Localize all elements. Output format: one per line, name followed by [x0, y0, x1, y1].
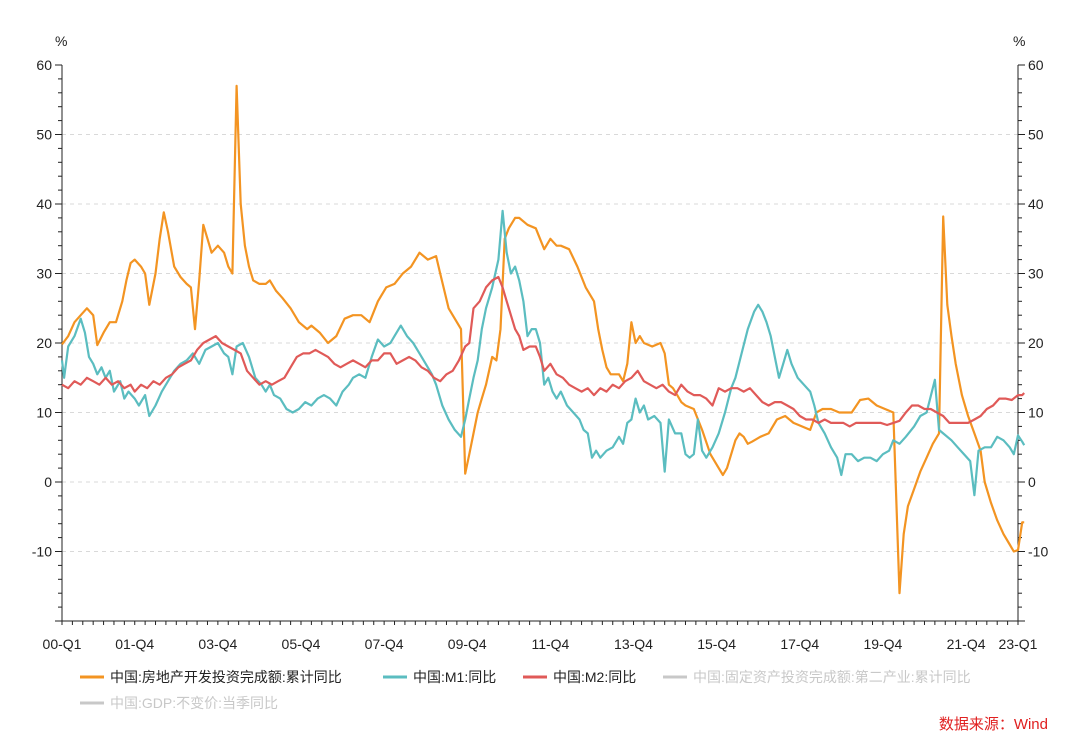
y-tick-label-left: 10 — [36, 405, 52, 421]
x-tick-label: 15-Q4 — [697, 636, 736, 652]
y-tick-label-right: -10 — [1028, 544, 1048, 560]
x-tick-label: 17-Q4 — [780, 636, 819, 652]
y-tick-label-left: 60 — [36, 57, 52, 73]
legend-item-3[interactable]: 中国:固定资产投资完成额:第二产业:累计同比 — [663, 669, 971, 685]
legend-item-1[interactable]: 中国:M1:同比 — [383, 669, 496, 685]
x-tick-label: 01-Q4 — [115, 636, 154, 652]
y-tick-label-right: 50 — [1028, 127, 1044, 143]
y-tick-label-right: 40 — [1028, 196, 1044, 212]
y-tick-label-right: 20 — [1028, 335, 1044, 351]
y-tick-label-left: 20 — [36, 335, 52, 351]
y-tick-label-right: 60 — [1028, 57, 1044, 73]
x-tick-label: 05-Q4 — [282, 636, 321, 652]
series-lines — [60, 84, 1026, 595]
x-tick-label: 23-Q1 — [999, 636, 1038, 652]
y-tick-label-right: 10 — [1028, 405, 1044, 421]
axes — [55, 64, 1025, 625]
legend-item-4[interactable]: 中国:GDP:不变价:当季同比 — [80, 695, 278, 711]
y-tick-label-left: 0 — [44, 474, 52, 490]
y-tick-label-left: -10 — [32, 544, 52, 560]
legend-label: 中国:M2:同比 — [553, 669, 636, 685]
series-line-0 — [61, 84, 1025, 595]
x-tick-label: 11-Q4 — [531, 636, 569, 652]
series-line-1 — [60, 209, 1026, 497]
legend-label: 中国:GDP:不变价:当季同比 — [110, 695, 278, 711]
x-tick-label: 19-Q4 — [863, 636, 902, 652]
y-axis-left-unit: % — [55, 33, 67, 49]
x-tick-label: 00-Q1 — [43, 636, 82, 652]
x-tick-label: 21-Q4 — [947, 636, 986, 652]
tick-labels: 60 60 50 50 40 40 30 30 20 20 10 10 0 0 -10 -10 00-Q1 01-… — [32, 57, 1049, 652]
legend-label: 中国:固定资产投资完成额:第二产业:累计同比 — [693, 669, 971, 685]
y-tick-label-left: 40 — [36, 196, 52, 212]
legend-label: 中国:M1:同比 — [413, 669, 496, 685]
y-tick-label-left: 30 — [36, 266, 52, 282]
y-axis-right-unit: % — [1013, 33, 1025, 49]
legend-item-0[interactable]: 中国:房地产开发投资完成额:累计同比 — [80, 669, 342, 685]
y-tick-label-right: 30 — [1028, 266, 1044, 282]
x-tick-label: 09-Q4 — [448, 636, 487, 652]
legend-label: 中国:房地产开发投资完成额:累计同比 — [110, 669, 342, 685]
legend-item-2[interactable]: 中国:M2:同比 — [523, 669, 636, 685]
legend[interactable]: 中国:房地产开发投资完成额:累计同比 中国:M1:同比 中国:M2:同比 中国:固定资… — [80, 669, 971, 711]
series-line-2 — [61, 275, 1025, 428]
x-tick-label: 13-Q4 — [614, 636, 653, 652]
y-tick-label-right: 0 — [1028, 474, 1036, 490]
x-tick-label: 07-Q4 — [365, 636, 404, 652]
data-source-label: 数据来源：Wind — [938, 716, 1048, 733]
x-tick-label: 03-Q4 — [198, 636, 237, 652]
y-tick-label-left: 50 — [36, 127, 52, 143]
